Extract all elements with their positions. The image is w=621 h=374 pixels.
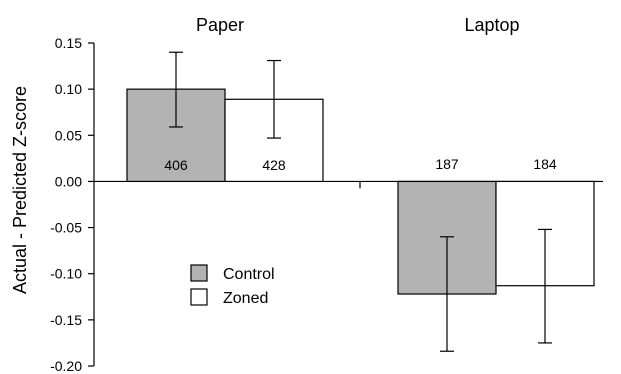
y-tick-label: 0.05: [55, 127, 82, 143]
count-label-paper-zoned: 428: [262, 157, 286, 173]
bars: [126, 51, 595, 352]
y-tick-label: -0.05: [50, 220, 82, 236]
legend: Control Zoned: [190, 264, 275, 307]
y-tick-label: -0.10: [50, 266, 82, 282]
labels: Paper 406 428 Laptop 187 184: [164, 15, 557, 173]
legend-swatch-control: [190, 264, 208, 282]
count-label-laptop-control: 187: [435, 156, 459, 172]
count-label-laptop-zoned: 184: [533, 156, 557, 172]
group-label-laptop: Laptop: [464, 15, 519, 35]
count-label-paper-control: 406: [164, 157, 188, 173]
y-tick-label: 0.10: [55, 81, 82, 97]
y-tick-label: 0.00: [55, 173, 82, 189]
group-label-paper: Paper: [196, 15, 244, 35]
y-tick-label: -0.15: [50, 312, 82, 328]
y-tick-label: 0.15: [55, 35, 82, 51]
legend-swatch-zoned: [190, 288, 208, 306]
y-tick-label: -0.20: [50, 358, 82, 374]
y-axis-label: Actual - Predicted Z-score: [10, 86, 30, 294]
legend-label-control: Control: [223, 266, 275, 283]
legend-label-zoned: Zoned: [223, 290, 268, 307]
